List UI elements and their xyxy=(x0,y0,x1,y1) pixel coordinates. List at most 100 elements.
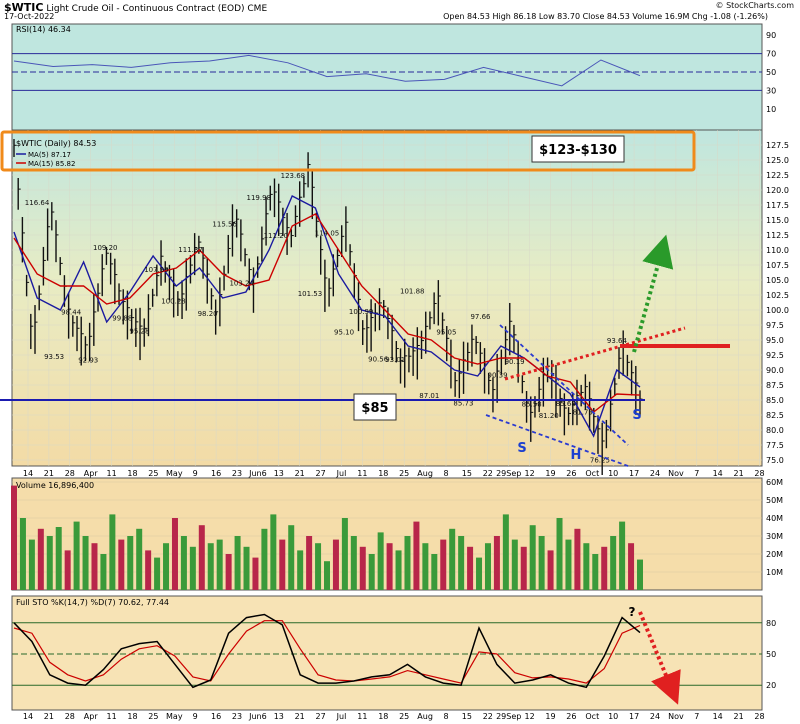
price-tick-label: 102.5 xyxy=(766,291,789,300)
volume-bar xyxy=(628,543,635,590)
price-tick-label: 90.0 xyxy=(766,366,784,375)
volume-bar xyxy=(243,546,250,590)
volume-bar xyxy=(163,543,170,590)
x-tick-label-bottom: 26 xyxy=(566,712,576,721)
x-tick-label-bottom: 13 xyxy=(274,712,284,721)
target-zone-box xyxy=(0,130,696,172)
x-axis: 14 14 21 21 28 28 Apr Apr 11 11 18 18 25 25 May May 9 9 16… xyxy=(23,469,765,721)
price-annotation: 85.73 xyxy=(453,400,473,408)
volume-bar xyxy=(55,527,62,590)
x-tick-label-bottom: 18 xyxy=(127,712,137,721)
target-callout-box xyxy=(531,135,625,163)
x-tick-label: Apr xyxy=(84,469,99,478)
volume-bar xyxy=(109,514,116,590)
volume-bar xyxy=(28,539,35,590)
volume-bar xyxy=(315,543,322,590)
volume-bar xyxy=(189,546,196,590)
volume-bar xyxy=(440,539,447,590)
stochastic-title: Full STO %K(14,7) %D(7) 70.62, 77.44 xyxy=(16,598,169,607)
rsi-tick-label: 90 xyxy=(766,31,776,40)
x-tick-label-bottom: 23 xyxy=(232,712,242,721)
x-tick-label-bottom: 11 xyxy=(107,712,117,721)
volume-tick-label: 10M xyxy=(766,568,783,577)
price-tick-label: 127.5 xyxy=(766,141,789,150)
price-annotation: 90.19 xyxy=(505,358,525,366)
x-tick-label: 10 xyxy=(608,469,618,478)
watermark: © StockCharts.com xyxy=(715,1,794,10)
volume-bar xyxy=(145,550,152,590)
price-annotation: 76.25 xyxy=(590,457,610,465)
volume-bar xyxy=(46,536,53,590)
volume-bar xyxy=(565,539,572,590)
x-tick-label: 17 xyxy=(629,469,639,478)
price-tick-label: 125.0 xyxy=(766,156,789,165)
volume-bar xyxy=(359,546,366,590)
price-annotation: 119.98 xyxy=(247,194,272,202)
channel-upper-line xyxy=(499,324,629,446)
x-tick-label: 9 xyxy=(193,469,198,478)
x-tick-label: 21 xyxy=(734,469,744,478)
x-tick-label: 14 xyxy=(713,469,723,478)
volume-bar xyxy=(404,536,411,590)
stochastic-panel xyxy=(11,595,763,711)
price-tick-label: 122.5 xyxy=(766,171,789,180)
stochastic-d-line xyxy=(13,620,641,684)
volume-chart: Volume 16,896,400 xyxy=(11,481,643,590)
volume-bar xyxy=(395,550,402,590)
volume-bar xyxy=(377,532,384,590)
price-chart: 116.6493.5398.4492.93109.2099.8895.28107… xyxy=(13,139,643,475)
instrument-name: Light Crude Oil - Continuous Contract (E… xyxy=(46,4,245,14)
stochastic-tick-label: 80 xyxy=(766,619,776,628)
target-callout-label: $123-$130 xyxy=(539,143,617,158)
volume-bar xyxy=(261,528,268,590)
ohlc-readout: Open 84.53 High 86.18 Low 83.70 Close 84… xyxy=(443,12,768,21)
x-tick-label-bottom: 18 xyxy=(378,712,388,721)
volume-bar xyxy=(306,536,313,590)
volume-bar xyxy=(270,514,277,590)
volume-bar xyxy=(225,554,232,590)
x-tick-label-bottom: 29Sep xyxy=(496,712,521,721)
price-tick-label: 87.5 xyxy=(766,381,784,390)
volume-bar xyxy=(449,528,456,590)
volume-bar xyxy=(368,554,375,590)
x-tick-label-bottom: 22 xyxy=(483,712,493,721)
x-tick-label: 21 xyxy=(44,469,54,478)
price-annotation: 90.39 xyxy=(488,372,508,380)
bearish-arrow xyxy=(638,611,681,705)
volume-bar xyxy=(73,521,80,590)
volume-tick-label: 30M xyxy=(766,532,783,541)
price-annotation: 103.24 xyxy=(229,280,254,288)
x-tick-label-bottom: 28 xyxy=(65,712,75,721)
x-tick-label-bottom: 11 xyxy=(357,712,367,721)
symbol: $WTIC xyxy=(4,1,44,14)
x-tick-label: 25 xyxy=(148,469,158,478)
x-tick-label: 26 xyxy=(566,469,576,478)
price-annotation: 93.64 xyxy=(607,337,628,345)
volume-tick-label: 60M xyxy=(766,478,783,487)
price-annotation: 111.37 xyxy=(178,246,203,254)
x-tick-label-bottom: 8 xyxy=(443,712,448,721)
x-tick-label-bottom: 7 xyxy=(694,712,699,721)
x-tick-label-bottom: 27 xyxy=(316,712,326,721)
volume-bar xyxy=(556,518,563,590)
x-tick-label-bottom: 19 xyxy=(545,712,555,721)
volume-bar xyxy=(386,543,393,590)
x-tick-label: 19 xyxy=(545,469,555,478)
x-tick-label: 28 xyxy=(65,469,75,478)
price-tick-label: 110.0 xyxy=(766,246,789,255)
volume-bar xyxy=(127,536,134,590)
x-tick-label: 7 xyxy=(694,469,699,478)
x-tick-label-bottom: Jul xyxy=(336,712,347,721)
x-tick-label: 22 xyxy=(483,469,493,478)
rsi-panel xyxy=(11,23,763,131)
y-axis: 10 30 50 70 90 75.0 77.5 80.0 82.5 85.0 87.5 90.0 92… xyxy=(766,31,789,690)
price-annotation: 93.01 xyxy=(385,356,405,364)
price-annotation: 92.93 xyxy=(78,356,98,364)
x-tick-label-bottom: 12 xyxy=(525,712,535,721)
volume-bar xyxy=(637,559,643,590)
x-tick-label: 21 xyxy=(295,469,305,478)
x-tick-label-bottom: 24 xyxy=(650,712,660,721)
price-annotation: 100.28 xyxy=(161,297,186,305)
price-annotation: 95.10 xyxy=(334,328,354,336)
x-tick-label: 15 xyxy=(462,469,472,478)
